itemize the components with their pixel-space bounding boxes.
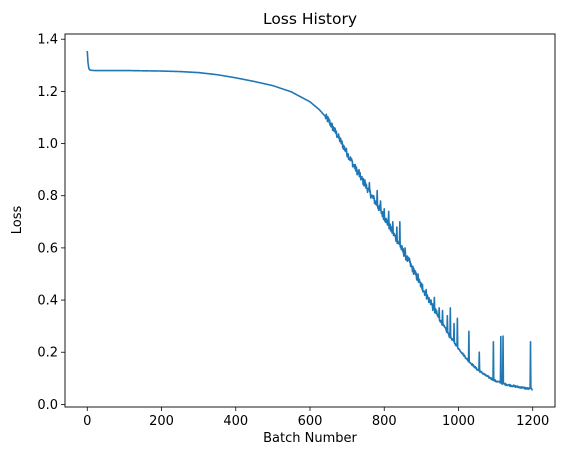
axes-frame [64, 33, 556, 408]
y-tick-label: 1.0 [37, 137, 58, 152]
chart-title: Loss History [263, 10, 357, 28]
x-axis-label: Batch Number [263, 431, 357, 446]
x-tick-label: 0 [83, 414, 91, 429]
y-tick-label: 0.4 [37, 294, 58, 309]
y-tick-label: 0.6 [37, 241, 58, 256]
x-tick-label: 1200 [516, 414, 549, 429]
y-axis-label: Loss [10, 206, 25, 235]
x-tick-label: 1000 [442, 414, 475, 429]
x-tick-label: 800 [372, 414, 397, 429]
loss-line [86, 50, 534, 391]
y-tick-label: 1.4 [37, 33, 58, 48]
y-tick-label: 0.8 [37, 189, 58, 204]
y-tick-label: 0.0 [37, 398, 58, 413]
y-tick-label: 1.2 [37, 85, 58, 100]
y-tick-label: 0.2 [37, 346, 58, 361]
x-tick-label: 200 [149, 414, 174, 429]
x-tick-label: 600 [298, 414, 323, 429]
x-axis-ticks: 0 200 400 600 800 1000 1200 [83, 407, 549, 429]
y-axis-ticks: 0.0 0.2 0.4 0.6 0.8 1.0 1.2 1.4 [37, 33, 65, 413]
plot-area [86, 50, 534, 391]
x-tick-label: 400 [223, 414, 248, 429]
